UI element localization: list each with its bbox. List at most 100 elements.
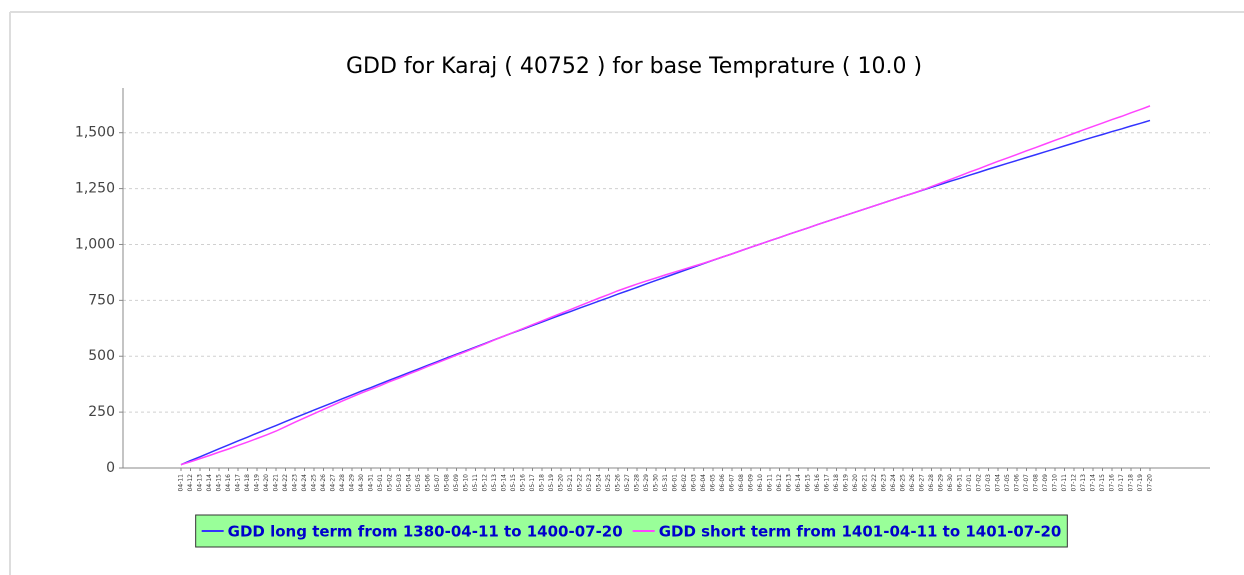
x-tick-label: 06-15 (805, 474, 812, 492)
y-tick-label: 0 (106, 460, 115, 476)
x-tick-label: 06-05 (710, 474, 717, 492)
x-tick-label: 06-03 (691, 474, 698, 492)
x-tick-label: 04-28 (339, 474, 346, 492)
x-tick-label: 07-20 (1147, 474, 1154, 492)
x-tick-label: 05-28 (634, 474, 641, 492)
x-tick-label: 06-01 (672, 474, 679, 492)
x-tick-label: 07-09 (1042, 474, 1049, 492)
x-tick-label: 05-27 (624, 474, 631, 492)
x-tick-label: 07-16 (1109, 474, 1116, 492)
legend-box (195, 514, 1068, 548)
x-tick-label: 05-07 (434, 474, 441, 492)
x-tick-label: 06-13 (786, 474, 793, 492)
x-tick-label: 05-03 (396, 474, 403, 492)
x-tick-label: 06-25 (900, 474, 907, 492)
x-tick-label: 06-29 (938, 474, 945, 492)
x-tick-label: 06-26 (909, 474, 916, 492)
x-tick-label: 05-16 (520, 474, 527, 492)
x-tick-label: 04-18 (244, 474, 251, 492)
x-tick-label: 05-01 (377, 474, 384, 492)
x-tick-label: 04-26 (320, 474, 327, 492)
x-tick-label: 04-12 (187, 474, 194, 492)
x-tick-label: 04-14 (206, 474, 213, 492)
x-tick-label: 04-15 (216, 474, 223, 492)
x-tick-label: 05-04 (406, 474, 413, 492)
x-tick-label: 05-19 (548, 474, 555, 492)
x-tick-label: 06-12 (776, 474, 783, 492)
x-tick-label: 06-21 (862, 474, 869, 492)
legend-label: GDD short term from 1401-04-11 to 1401-0… (659, 523, 1062, 541)
x-tick-label: 06-19 (843, 474, 850, 492)
x-tick-label: 06-31 (957, 474, 964, 492)
x-tick-label: 07-13 (1080, 474, 1087, 492)
x-tick-label: 04-20 (263, 474, 270, 492)
x-tick-label: 06-07 (729, 474, 736, 492)
x-tick-label: 04-21 (273, 474, 280, 492)
x-tick-label: 04-16 (225, 474, 232, 492)
x-tick-label: 06-09 (748, 474, 755, 492)
x-tick-label: 07-01 (966, 474, 973, 492)
y-tick-label: 250 (88, 404, 115, 420)
x-tick-label: 06-11 (767, 474, 774, 492)
x-tick-label: 04-29 (349, 474, 356, 492)
y-tick-label: 500 (88, 348, 115, 364)
y-tick-label: 1,250 (75, 181, 115, 197)
legend: GDD long term from 1380-04-11 to 1400-07… (195, 514, 1068, 548)
x-tick-label: 05-26 (615, 474, 622, 492)
y-tick-label: 1,500 (75, 125, 115, 141)
x-tick-label: 07-14 (1090, 474, 1097, 492)
x-tick-label: 04-31 (368, 474, 375, 492)
x-tick-label: 06-30 (947, 474, 954, 492)
x-tick-label: 04-27 (330, 474, 337, 492)
x-tick-label: 05-20 (558, 474, 565, 492)
x-tick-label: 05-10 (463, 474, 470, 492)
x-tick-label: 04-17 (235, 474, 242, 492)
x-tick-label: 07-11 (1061, 474, 1068, 492)
x-tick-label: 07-06 (1014, 474, 1021, 492)
x-tick-label: 05-08 (444, 474, 451, 492)
x-tick-label: 04-22 (282, 474, 289, 492)
x-tick-label: 07-05 (1004, 474, 1011, 492)
x-tick-label: 07-04 (995, 474, 1002, 492)
x-tick-label: 05-31 (662, 474, 669, 492)
x-tick-label: 05-06 (425, 474, 432, 492)
x-tick-label: 07-17 (1118, 474, 1125, 492)
x-tick-label: 06-17 (824, 474, 831, 492)
x-tick-label: 05-23 (586, 474, 593, 492)
series-line (180, 119, 1151, 466)
x-tick-label: 04-24 (301, 474, 308, 492)
x-tick-label: 06-04 (700, 474, 707, 492)
x-tick-label: 07-03 (985, 474, 992, 492)
x-tick-label: 05-15 (510, 474, 517, 492)
series-line (180, 105, 1151, 466)
x-tick-label: 07-12 (1071, 474, 1078, 492)
x-tick-label: 04-25 (311, 474, 318, 492)
x-tick-label: 04-19 (254, 474, 261, 492)
x-tick-label: 05-05 (415, 474, 422, 492)
x-tick-label: 06-10 (757, 474, 764, 492)
x-tick-label: 06-27 (919, 474, 926, 492)
x-tick-label: 05-18 (539, 474, 546, 492)
x-tick-label: 05-25 (605, 474, 612, 492)
x-tick-label: 06-23 (881, 474, 888, 492)
x-tick-label: 06-28 (928, 474, 935, 492)
x-tick-label: 05-09 (453, 474, 460, 492)
y-tick-label: 750 (88, 292, 115, 308)
x-tick-label: 07-15 (1099, 474, 1106, 492)
x-tick-label: 06-18 (833, 474, 840, 492)
x-tick-label: 05-02 (387, 474, 394, 492)
x-tick-label: 05-17 (529, 474, 536, 492)
x-tick-label: 07-19 (1137, 474, 1144, 492)
x-tick-label: 04-11 (178, 474, 185, 492)
legend-label: GDD long term from 1380-04-11 to 1400-07… (228, 523, 623, 541)
x-tick-label: 06-20 (852, 474, 859, 492)
x-tick-label: 04-30 (358, 474, 365, 492)
x-tick-label: 05-29 (643, 474, 650, 492)
x-tick-label: 05-24 (596, 474, 603, 492)
chart-title: GDD for Karaj ( 40752 ) for base Temprat… (346, 54, 922, 79)
x-tick-label: 06-14 (795, 474, 802, 492)
x-tick-label: 04-13 (197, 474, 204, 492)
x-tick-label: 06-08 (738, 474, 745, 492)
x-tick-label: 05-11 (472, 474, 479, 492)
